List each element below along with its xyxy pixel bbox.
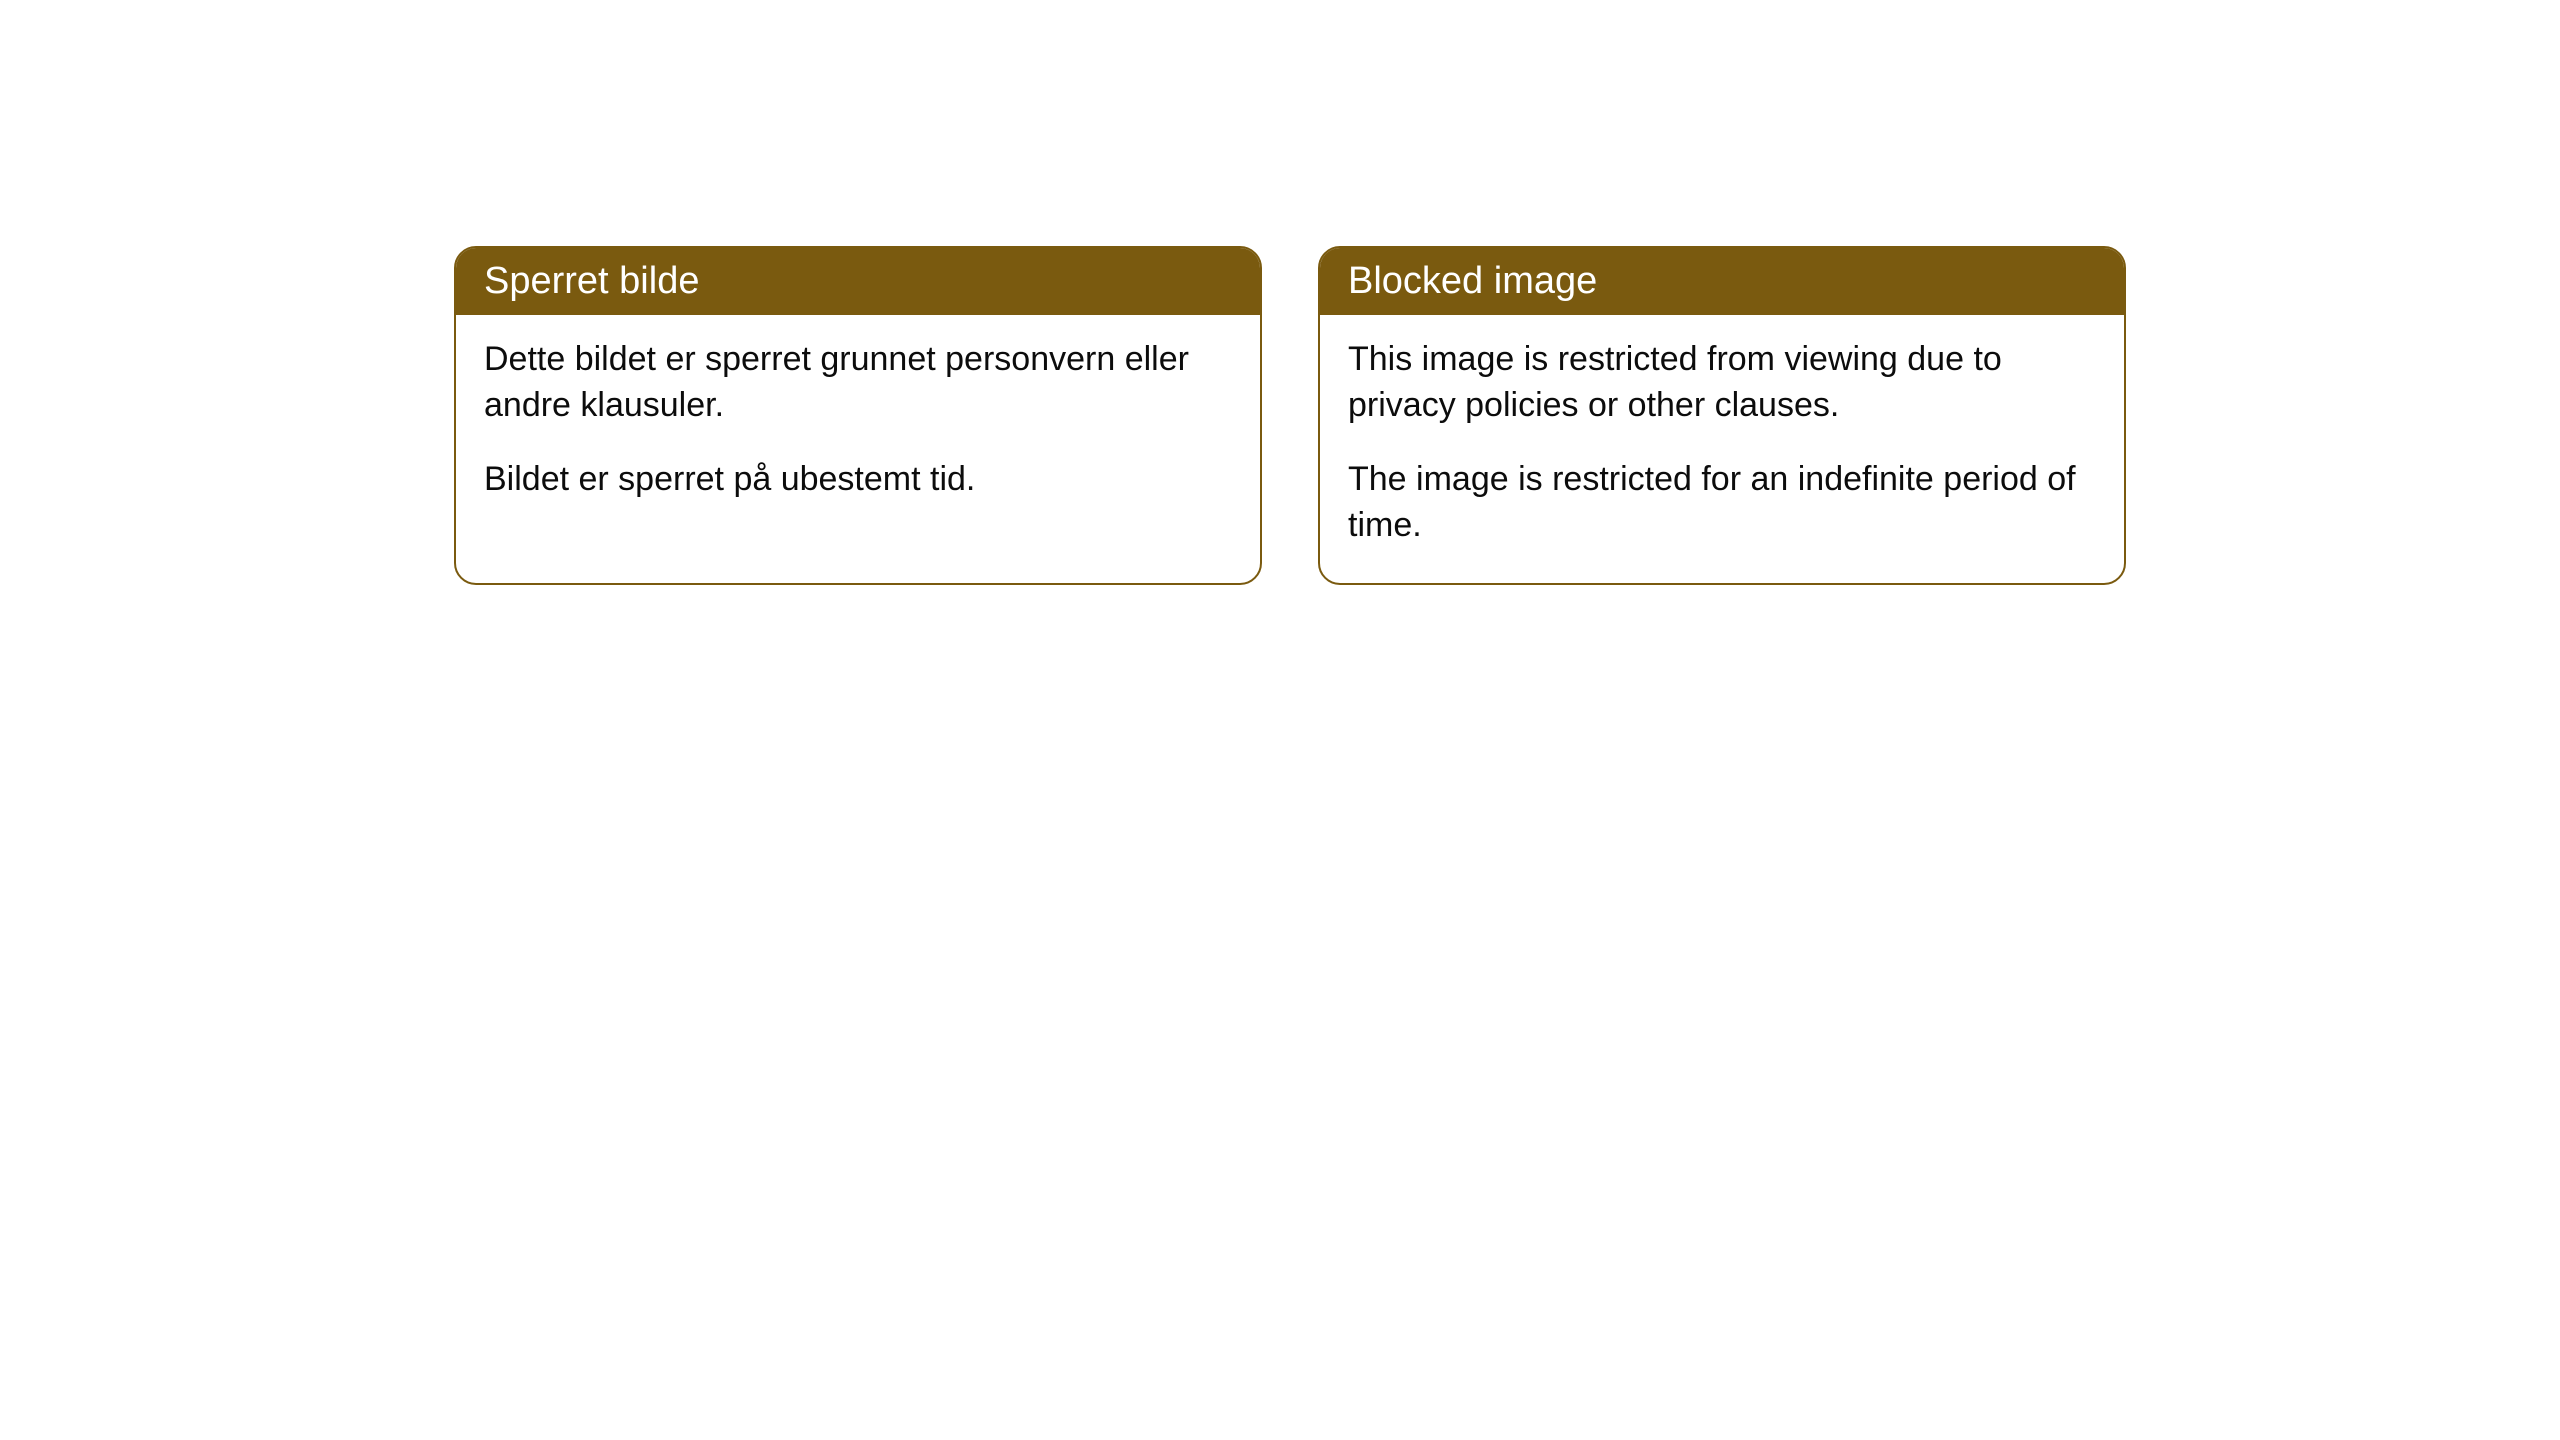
card-norwegian: Sperret bilde Dette bildet er sperret gr…	[454, 246, 1262, 585]
card-body-norwegian: Dette bildet er sperret grunnet personve…	[456, 315, 1260, 537]
card-title-english: Blocked image	[1348, 260, 1597, 302]
cards-container: Sperret bilde Dette bildet er sperret gr…	[454, 246, 2126, 585]
card-text-norwegian-1: Dette bildet er sperret grunnet personve…	[484, 337, 1232, 429]
card-text-english-2: The image is restricted for an indefinit…	[1348, 457, 2096, 549]
card-text-norwegian-2: Bildet er sperret på ubestemt tid.	[484, 457, 1232, 503]
card-text-english-1: This image is restricted from viewing du…	[1348, 337, 2096, 429]
card-title-norwegian: Sperret bilde	[484, 260, 699, 302]
card-header-english: Blocked image	[1320, 248, 2124, 315]
card-body-english: This image is restricted from viewing du…	[1320, 315, 2124, 583]
card-english: Blocked image This image is restricted f…	[1318, 246, 2126, 585]
card-header-norwegian: Sperret bilde	[456, 248, 1260, 315]
